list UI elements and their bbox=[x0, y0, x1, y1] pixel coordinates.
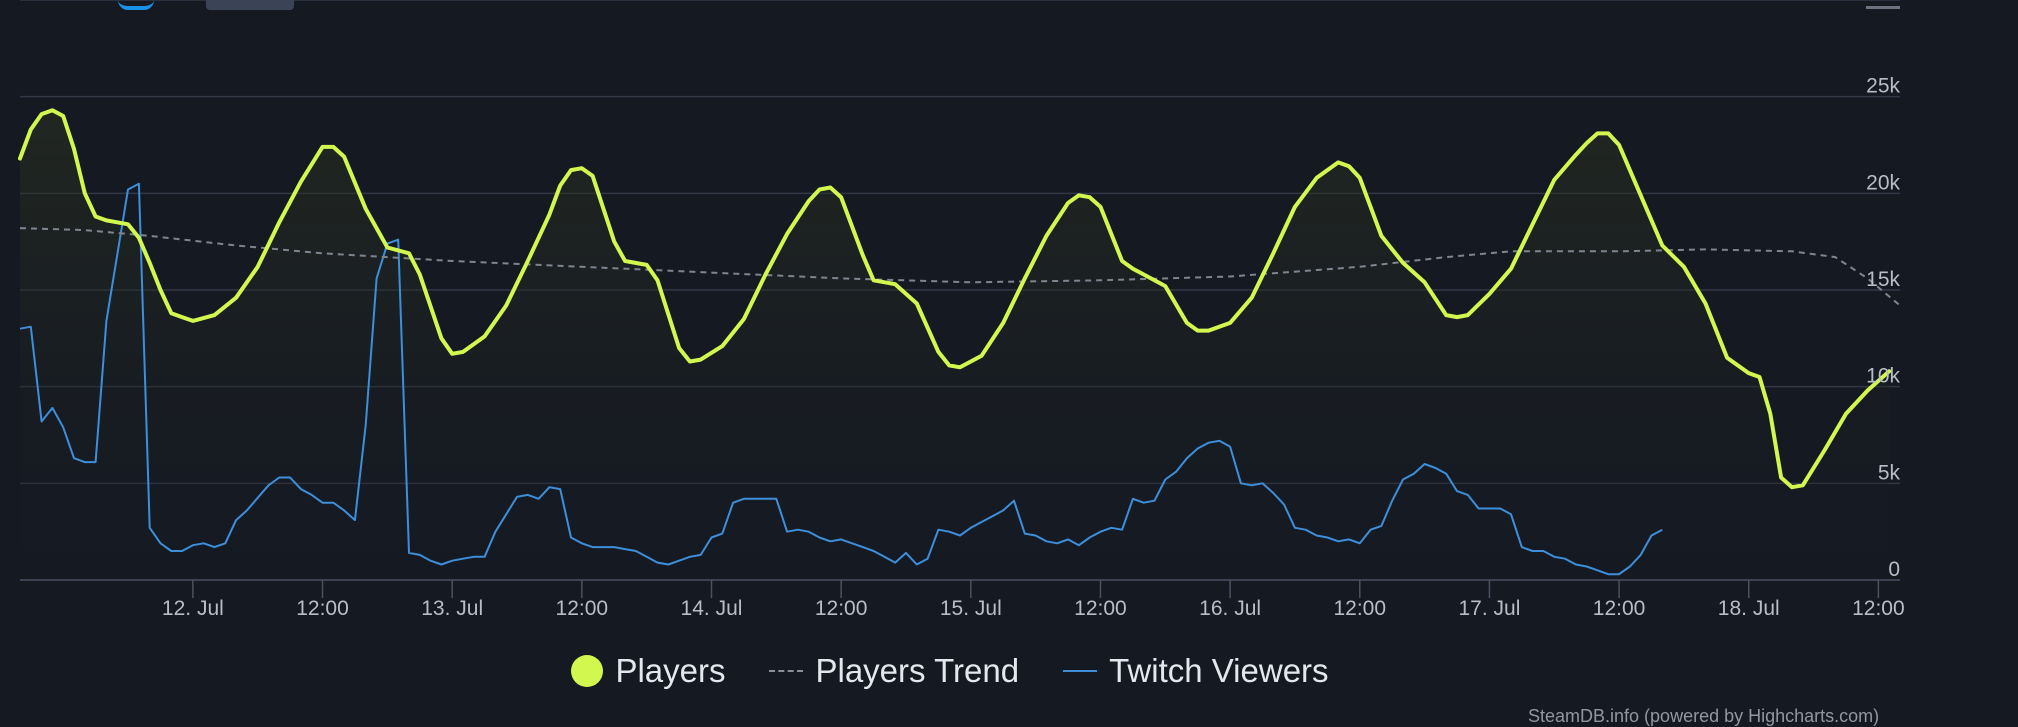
x-tick-label: 16. Jul bbox=[1199, 597, 1261, 620]
x-tick-label: 12:00 bbox=[1852, 597, 1905, 620]
header-badge bbox=[206, 0, 294, 10]
x-tick-label: 12:00 bbox=[1333, 597, 1386, 620]
x-tick-label: 17. Jul bbox=[1458, 597, 1520, 620]
legend-label-players: Players bbox=[615, 652, 726, 689]
x-tick-label: 13. Jul bbox=[421, 597, 483, 620]
players-marker-icon bbox=[571, 655, 604, 687]
y-tick-label: 5k bbox=[1878, 461, 1901, 484]
twitch-viewers-line bbox=[19, 182, 1663, 576]
solid-line-icon bbox=[1063, 670, 1098, 672]
header-title-fragment bbox=[118, 0, 154, 10]
legend-label-players-trend: Players Trend bbox=[815, 652, 1020, 689]
y-tick-label: 15k bbox=[1866, 268, 1900, 291]
x-tick-label: 14. Jul bbox=[681, 597, 743, 620]
axis-layer: 0 5k 10k 15k 20k 25k 12. Jul 12:00 13. Jul 12:00 1… bbox=[20, 75, 1905, 620]
legend-item-players-trend[interactable]: Players Trend bbox=[769, 652, 1019, 690]
chart-legend: Players Players Trend Twitch Viewers bbox=[0, 652, 1900, 690]
x-tick-label: 12. Jul bbox=[162, 597, 224, 620]
y-tick-label: 0 bbox=[1888, 558, 1900, 581]
legend-item-players[interactable]: Players bbox=[571, 652, 725, 690]
y-tick-label: 25k bbox=[1866, 75, 1900, 98]
series-layer bbox=[18, 108, 1901, 580]
x-tick-label: 15. Jul bbox=[940, 597, 1002, 620]
x-tick-label: 12:00 bbox=[1074, 597, 1127, 620]
x-tick-label: 12:00 bbox=[556, 597, 609, 620]
x-tick-label: 12:00 bbox=[296, 597, 349, 620]
chart-menu-icon[interactable] bbox=[1866, 0, 1900, 10]
y-tick-label: 10k bbox=[1866, 365, 1900, 388]
legend-label-twitch-viewers: Twitch Viewers bbox=[1109, 652, 1329, 689]
chart-credit[interactable]: SteamDB.info (powered by Highcharts.com) bbox=[1528, 706, 1880, 726]
x-tick-label: 12:00 bbox=[815, 597, 868, 620]
legend-item-twitch-viewers[interactable]: Twitch Viewers bbox=[1063, 652, 1329, 690]
dashed-line-icon bbox=[769, 670, 804, 672]
y-tick-label: 20k bbox=[1866, 171, 1900, 194]
x-tick-label: 18. Jul bbox=[1718, 597, 1780, 620]
x-tick-label: 12:00 bbox=[1593, 597, 1646, 620]
players-line bbox=[18, 108, 1892, 490]
players-area bbox=[20, 110, 1890, 580]
